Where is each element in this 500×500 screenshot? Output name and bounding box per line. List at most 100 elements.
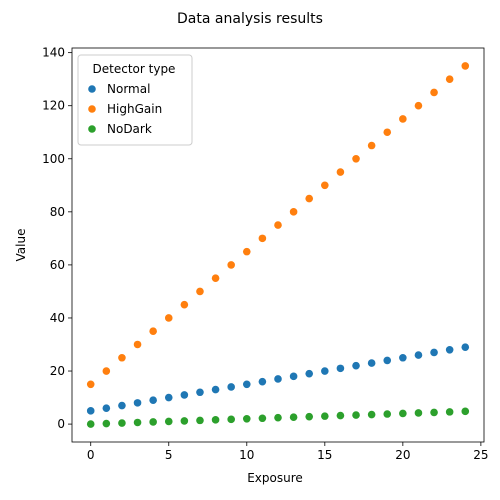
- data-point: [383, 410, 392, 418]
- data-point: [227, 261, 235, 269]
- data-point: [258, 414, 267, 423]
- data-point: [149, 418, 157, 426]
- x-tick-label: 20: [395, 448, 410, 462]
- data-point: [289, 372, 298, 381]
- data-point: [414, 409, 423, 417]
- data-point: [367, 410, 376, 419]
- data-point: [321, 367, 329, 375]
- y-tick-label: 0: [57, 417, 65, 431]
- data-point: [321, 181, 329, 190]
- data-point: [414, 101, 423, 110]
- data-point: [86, 380, 95, 389]
- data-point: [180, 417, 189, 425]
- data-point: [86, 407, 95, 415]
- data-point: [211, 385, 220, 394]
- legend-entry-label: HighGain: [107, 102, 162, 116]
- data-point: [336, 411, 345, 420]
- y-tick-label: 100: [42, 152, 65, 166]
- data-point: [274, 221, 282, 229]
- data-point: [321, 412, 329, 420]
- data-point: [461, 407, 470, 416]
- data-point: [196, 388, 204, 397]
- x-axis-label: Exposure: [247, 471, 303, 485]
- data-point: [196, 416, 204, 425]
- data-point: [102, 404, 111, 412]
- data-point: [211, 416, 220, 424]
- data-point: [133, 399, 142, 407]
- data-point: [149, 327, 157, 336]
- data-point: [430, 348, 438, 357]
- data-point: [336, 364, 345, 373]
- data-point: [383, 356, 392, 365]
- y-tick-label: 40: [50, 311, 65, 325]
- y-tick-label: 80: [50, 205, 65, 219]
- data-point: [258, 377, 267, 386]
- data-point: [399, 353, 407, 362]
- data-point: [274, 413, 282, 422]
- data-point: [430, 88, 438, 97]
- legend-frame: [77, 54, 193, 146]
- data-point: [133, 418, 142, 427]
- data-point: [118, 401, 126, 410]
- data-point: [102, 367, 111, 375]
- data-point: [180, 391, 189, 399]
- data-point: [445, 346, 454, 354]
- data-point: [102, 419, 111, 428]
- legend-marker: [88, 125, 96, 133]
- x-tick-label: 10: [239, 448, 254, 462]
- data-point: [399, 115, 407, 123]
- series-nodark: [86, 407, 470, 428]
- data-point: [180, 300, 189, 309]
- data-point: [227, 383, 235, 391]
- plot-frame: [71, 47, 485, 443]
- legend-entry-label: NoDark: [107, 122, 152, 136]
- data-point: [367, 359, 376, 367]
- data-point: [305, 369, 314, 378]
- data-point: [242, 247, 251, 256]
- y-tick-label: 60: [50, 258, 65, 272]
- y-axis-label: Value: [14, 229, 28, 262]
- data-point: [399, 409, 407, 418]
- data-point: [367, 141, 376, 150]
- chart-title: Data analysis results: [177, 11, 323, 27]
- legend-title: Detector type: [93, 62, 176, 76]
- data-point: [445, 408, 454, 416]
- data-point: [461, 62, 470, 70]
- data-point: [164, 417, 173, 426]
- data-point: [118, 353, 126, 362]
- data-point: [118, 419, 126, 427]
- data-points: [86, 62, 470, 428]
- legend-marker: [88, 85, 96, 93]
- plot-area: 0 5 10 15 20 25 0 20 40 60 80 100 120 140: [42, 46, 488, 462]
- x-axis: 0 5 10 15 20 25: [87, 442, 489, 462]
- data-point: [86, 420, 95, 428]
- data-point: [274, 375, 282, 383]
- data-point: [383, 128, 392, 137]
- x-tick-label: 5: [165, 448, 173, 462]
- y-tick-label: 120: [42, 99, 65, 113]
- data-point: [414, 351, 423, 359]
- data-point: [461, 343, 470, 351]
- data-point: [211, 274, 220, 282]
- y-tick-label: 140: [42, 46, 65, 60]
- data-point: [133, 340, 142, 349]
- legend: Detector type Normal HighGain NoDark: [77, 54, 193, 146]
- data-point: [352, 154, 360, 163]
- data-point: [242, 414, 251, 423]
- data-point: [352, 411, 360, 419]
- data-point: [352, 361, 360, 370]
- data-point: [289, 208, 298, 216]
- data-point: [164, 314, 173, 322]
- y-axis: 0 20 40 60 80 100 120 140: [42, 46, 72, 431]
- data-point: [305, 412, 314, 421]
- data-point: [305, 194, 314, 203]
- x-tick-label: 15: [317, 448, 332, 462]
- legend-marker: [88, 105, 96, 113]
- legend-items: Normal HighGain NoDark: [88, 82, 162, 136]
- data-point: [336, 168, 345, 176]
- data-point: [289, 413, 298, 421]
- data-point: [258, 234, 267, 243]
- data-point: [445, 75, 454, 83]
- data-point: [242, 380, 251, 389]
